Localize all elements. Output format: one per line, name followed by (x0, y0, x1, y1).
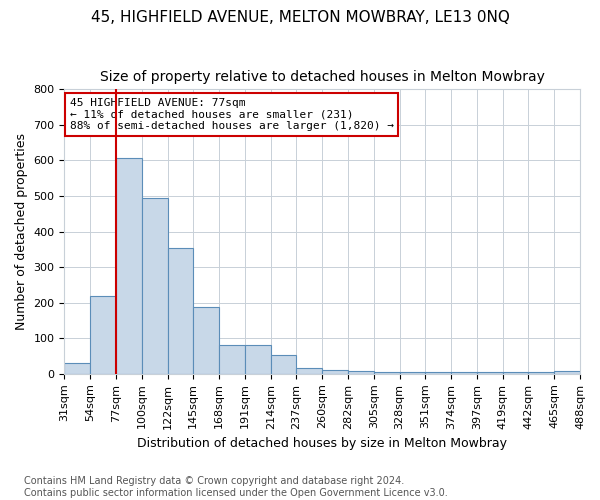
Bar (116, 158, 142, 374)
Bar (400, 372, 425, 374)
Bar (296, 368, 322, 374)
Bar (451, 372, 477, 374)
Text: 45 HIGHFIELD AVENUE: 77sqm
← 11% of detached houses are smaller (231)
88% of sem: 45 HIGHFIELD AVENUE: 77sqm ← 11% of deta… (70, 98, 394, 131)
Bar (477, 372, 503, 374)
Bar (219, 344, 245, 374)
Bar (529, 372, 554, 374)
Title: Size of property relative to detached houses in Melton Mowbray: Size of property relative to detached ho… (100, 70, 545, 84)
Text: 45, HIGHFIELD AVENUE, MELTON MOWBRAY, LE13 0NQ: 45, HIGHFIELD AVENUE, MELTON MOWBRAY, LE… (91, 10, 509, 25)
Bar (425, 372, 451, 374)
X-axis label: Distribution of detached houses by size in Melton Mowbray: Distribution of detached houses by size … (137, 437, 507, 450)
Bar (167, 248, 193, 374)
Bar (245, 344, 271, 374)
Bar (554, 371, 580, 374)
Bar (64, 363, 90, 374)
Bar (348, 371, 374, 374)
Bar (322, 370, 348, 374)
Bar (374, 372, 400, 374)
Y-axis label: Number of detached properties: Number of detached properties (15, 133, 28, 330)
Bar (142, 198, 167, 374)
Bar (271, 356, 296, 374)
Bar (90, 296, 116, 374)
Bar (503, 372, 529, 374)
Bar (193, 308, 219, 374)
Text: Contains HM Land Registry data © Crown copyright and database right 2024.
Contai: Contains HM Land Registry data © Crown c… (24, 476, 448, 498)
